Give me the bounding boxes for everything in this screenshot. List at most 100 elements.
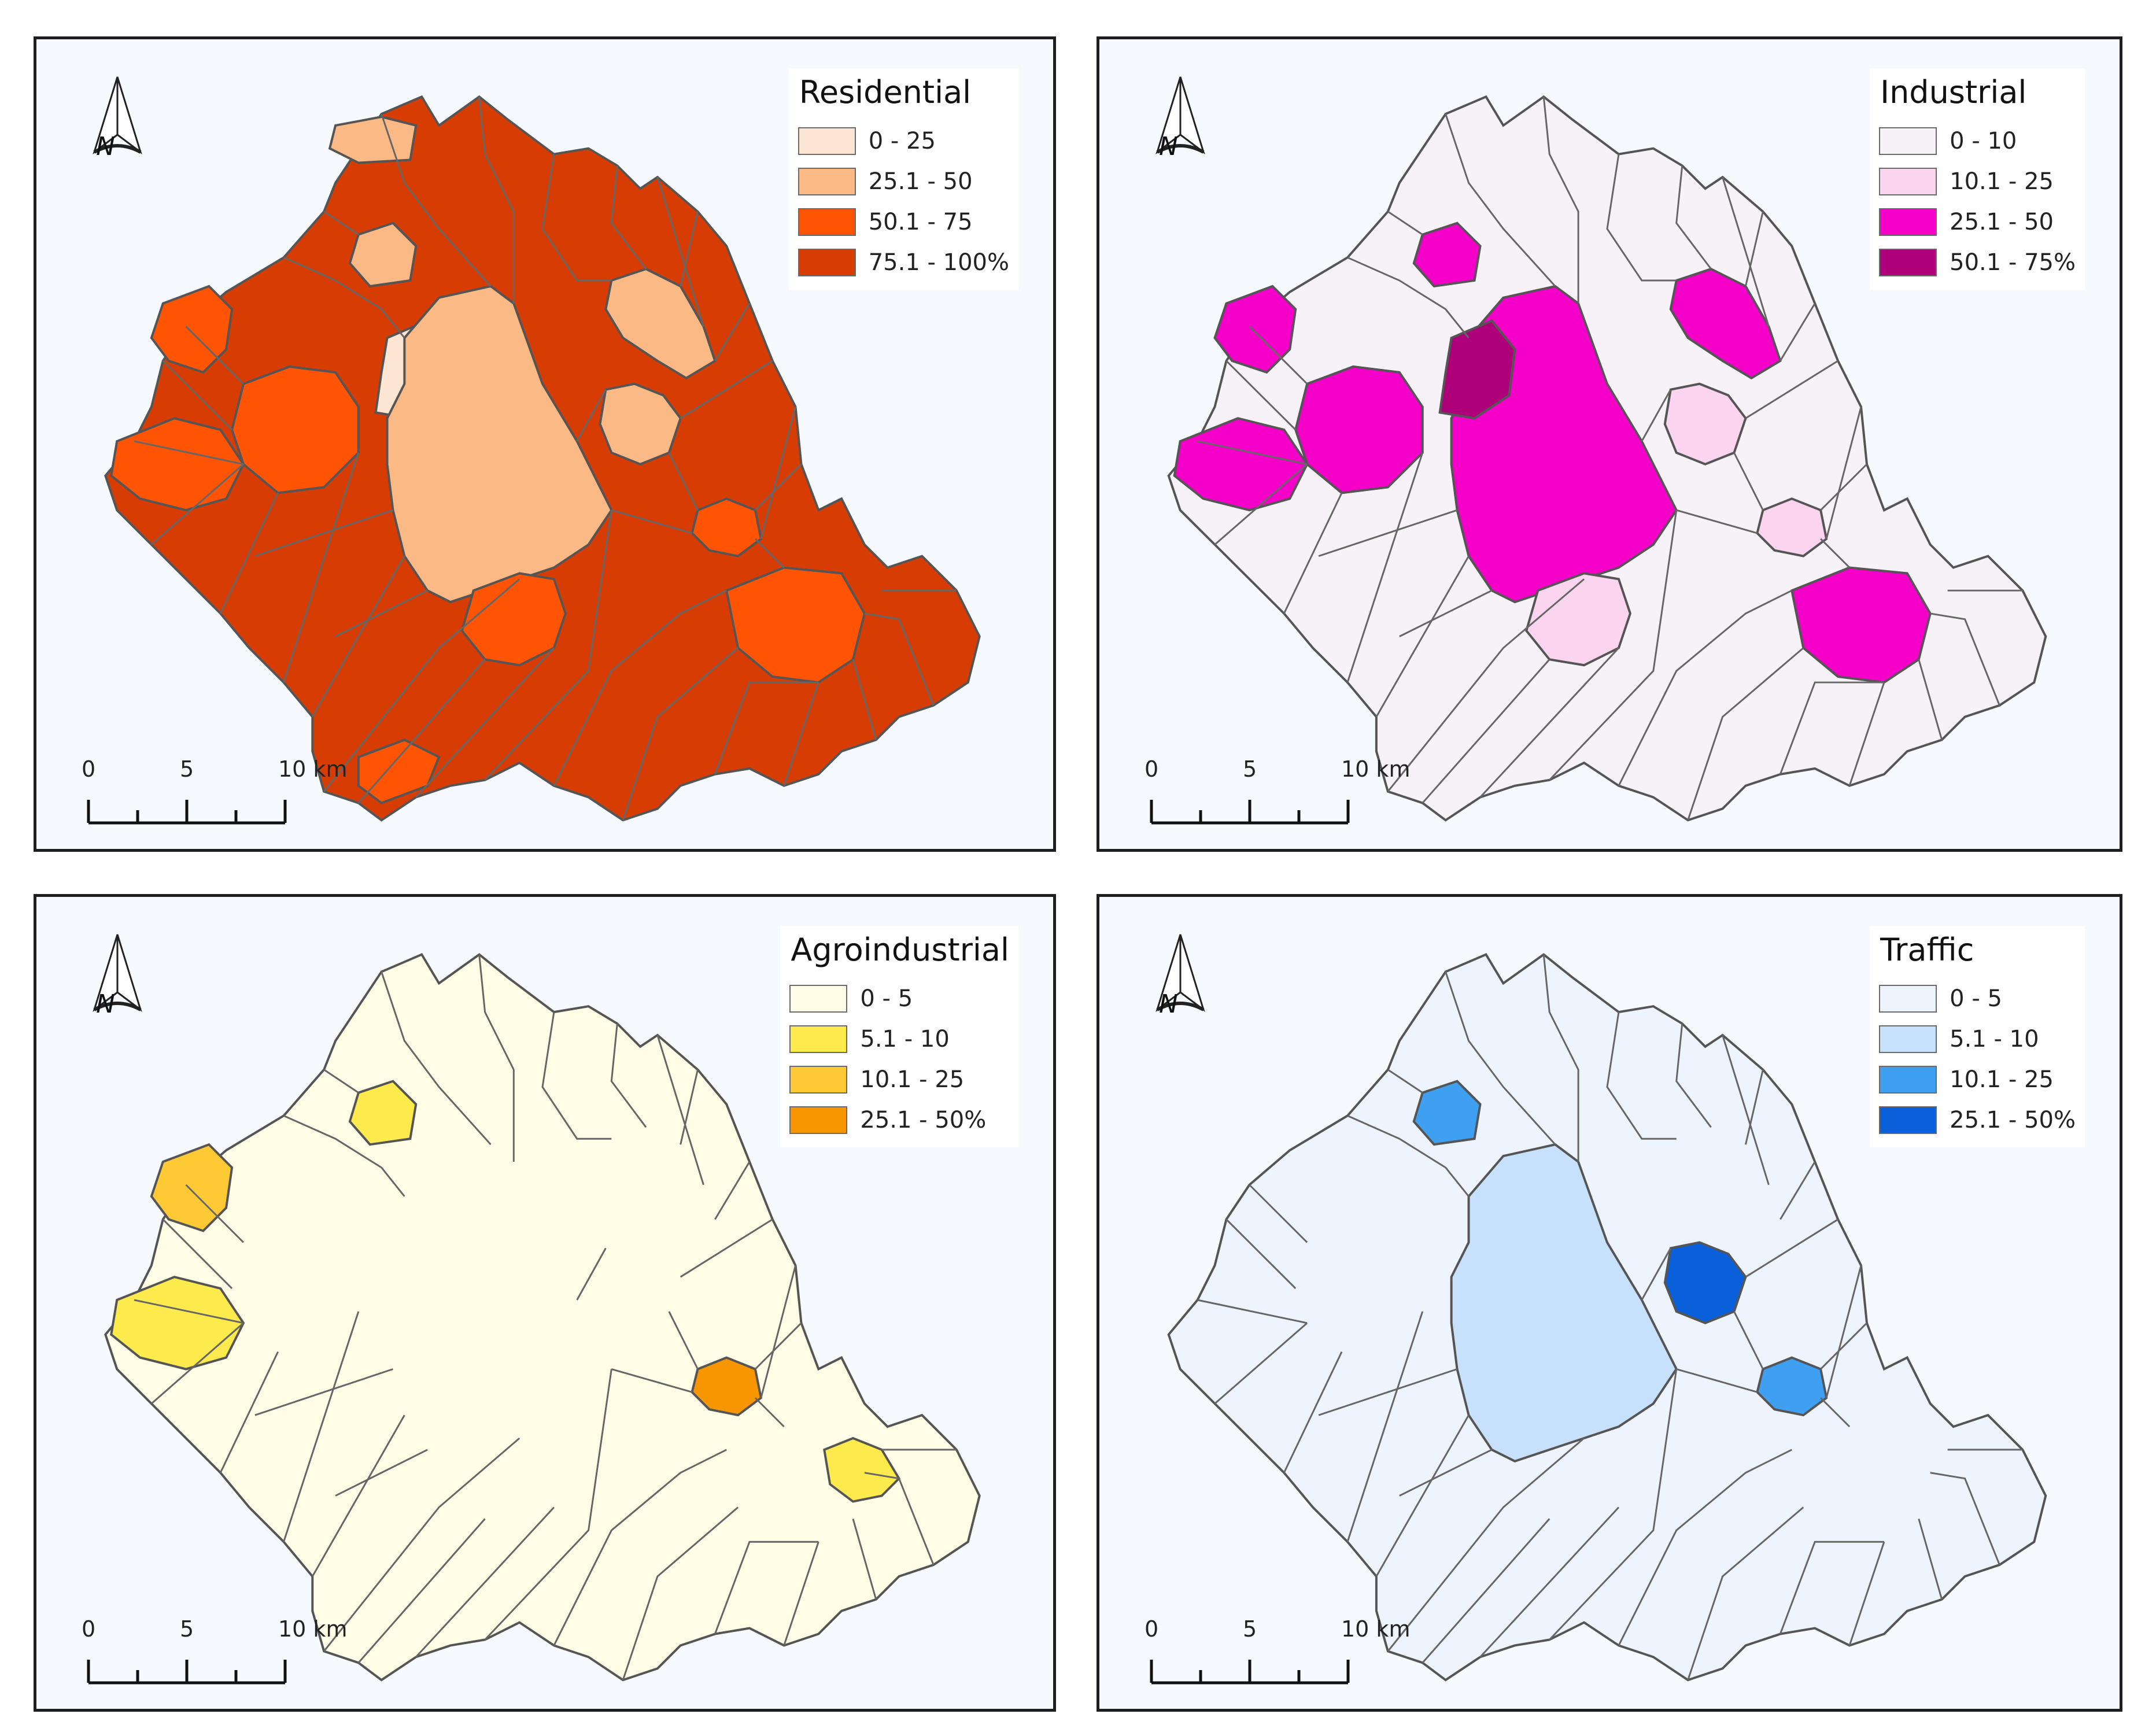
region-west-3 xyxy=(231,365,360,494)
municipal-boundary xyxy=(185,326,245,385)
legend-label: 0 - 10 xyxy=(1950,128,2017,154)
municipal-boundary xyxy=(656,176,704,327)
municipal-boundary xyxy=(1745,211,1764,287)
legend-label: 10.1 - 25 xyxy=(1950,168,2054,195)
municipal-boundary xyxy=(714,1161,751,1220)
legend-item: 25.1 - 50% xyxy=(1879,1100,2076,1140)
municipal-boundary xyxy=(553,1449,727,1646)
municipal-boundary xyxy=(484,1369,612,1641)
legend-swatch xyxy=(789,1025,848,1053)
municipal-boundary xyxy=(611,1368,692,1393)
legend-item: 50.1 - 75% xyxy=(1879,242,2076,283)
legend-item: 5.1 - 10 xyxy=(1879,1019,2076,1059)
municipal-boundary xyxy=(1675,1023,1712,1128)
municipal-boundary xyxy=(541,154,612,282)
municipal-boundary xyxy=(1387,1069,1423,1094)
legend-title: Residential xyxy=(799,74,972,110)
legend: Traffic 0 - 5 5.1 - 10 10.1 - 25 25.1 - 50% xyxy=(1870,926,2085,1147)
map-panel-traffic: N 0 5 10 km Traffic 0 - 5 5.1 - 10 10.1 - 25 25.… xyxy=(1097,894,2122,1712)
municipal-boundary xyxy=(1918,659,1943,740)
legend-label: 25.1 - 50 xyxy=(1950,209,2054,235)
municipal-boundary xyxy=(1214,463,1308,545)
legend-item: 0 - 10 xyxy=(1879,121,2076,161)
legend-swatch xyxy=(1879,1066,1937,1094)
municipal-boundary xyxy=(134,1299,244,1324)
municipal-boundary xyxy=(864,1472,935,1565)
scale-tick-label: 5 xyxy=(1243,1616,1257,1642)
legend-label: 25.1 - 50 xyxy=(868,168,973,195)
municipal-boundary xyxy=(1445,113,1556,287)
region-east-small xyxy=(691,1356,763,1417)
municipal-boundary xyxy=(254,509,393,557)
municipal-boundary xyxy=(754,1322,802,1370)
region-north-small xyxy=(348,1080,418,1146)
municipal-boundary xyxy=(1641,1247,1672,1301)
municipal-boundary xyxy=(714,302,751,361)
legend-item: 0 - 5 xyxy=(1879,978,2076,1019)
region-nw-strip xyxy=(328,116,418,164)
municipal-boundary xyxy=(1422,1518,1550,1664)
municipal-boundary xyxy=(335,1449,428,1497)
municipal-boundary xyxy=(219,492,279,614)
municipal-boundary xyxy=(1225,360,1297,431)
legend-item: 25.1 - 50 xyxy=(1879,202,2076,242)
municipal-boundary xyxy=(311,555,405,718)
municipal-boundary xyxy=(680,360,773,419)
region-west-2 xyxy=(110,1276,245,1371)
municipal-boundary xyxy=(1618,1449,1792,1646)
municipal-boundary xyxy=(754,1397,785,1428)
scale-tick-label: 0 xyxy=(82,756,96,782)
legend-label: 50.1 - 75% xyxy=(1950,249,2076,276)
scale-tick-label: 10 km xyxy=(1341,756,1411,782)
legend-swatch xyxy=(1879,249,1937,276)
legend-label: 25.1 - 50% xyxy=(860,1107,987,1133)
municipal-boundary xyxy=(1930,612,2000,706)
municipal-boundary xyxy=(852,1518,877,1600)
municipal-boundary xyxy=(323,1069,359,1094)
municipal-boundary xyxy=(1542,97,1579,304)
municipal-boundary xyxy=(150,1322,244,1405)
municipal-boundary xyxy=(1479,1506,1620,1658)
municipal-boundary xyxy=(162,1218,233,1290)
scale-tick-label: 5 xyxy=(180,1616,194,1642)
municipal-boundary xyxy=(323,1437,520,1652)
municipal-boundary xyxy=(1479,647,1620,798)
municipal-boundary xyxy=(415,1506,555,1658)
scale-tick-label: 10 km xyxy=(278,1616,348,1642)
municipal-boundary xyxy=(1445,971,1556,1146)
municipal-boundary xyxy=(668,1311,699,1370)
legend-label: 25.1 - 50% xyxy=(1950,1107,2076,1133)
scale-tick-label: 5 xyxy=(180,756,194,782)
municipal-boundary xyxy=(1283,492,1343,614)
municipal-boundary xyxy=(1848,1541,1885,1646)
municipal-boundary xyxy=(1745,360,1838,419)
scale-bar: 0 5 10 km xyxy=(1145,745,1410,832)
municipal-boundary xyxy=(754,538,785,568)
municipal-boundary xyxy=(1641,389,1672,442)
choropleth-map xyxy=(1167,95,2047,822)
municipal-boundary xyxy=(484,509,612,781)
municipal-boundary xyxy=(1542,954,1579,1162)
municipal-boundary xyxy=(1387,1437,1585,1652)
municipal-boundary xyxy=(1375,555,1470,718)
municipal-boundary xyxy=(576,1247,607,1301)
municipal-boundary xyxy=(576,389,607,442)
legend-swatch xyxy=(1879,985,1937,1013)
municipal-boundary xyxy=(254,1368,393,1416)
municipal-boundary xyxy=(1549,509,1678,781)
study-area-base xyxy=(104,953,981,1682)
legend-item: 25.1 - 50% xyxy=(789,1100,1009,1140)
region-south-center xyxy=(1525,572,1632,667)
north-arrow-icon xyxy=(1155,76,1205,154)
municipal-boundary xyxy=(323,578,520,792)
municipal-boundary xyxy=(1676,1368,1758,1393)
legend-label: 5.1 - 10 xyxy=(1950,1026,2039,1052)
legend-item: 10.1 - 25 xyxy=(1879,1059,2076,1100)
municipal-boundary xyxy=(150,463,244,545)
municipal-boundary xyxy=(1820,538,1851,568)
region-north-small xyxy=(1412,221,1482,288)
legend-swatch xyxy=(789,1106,848,1134)
legend-swatch xyxy=(1879,208,1937,236)
municipal-boundary xyxy=(1779,1541,1884,1635)
region-west-1 xyxy=(150,285,234,374)
